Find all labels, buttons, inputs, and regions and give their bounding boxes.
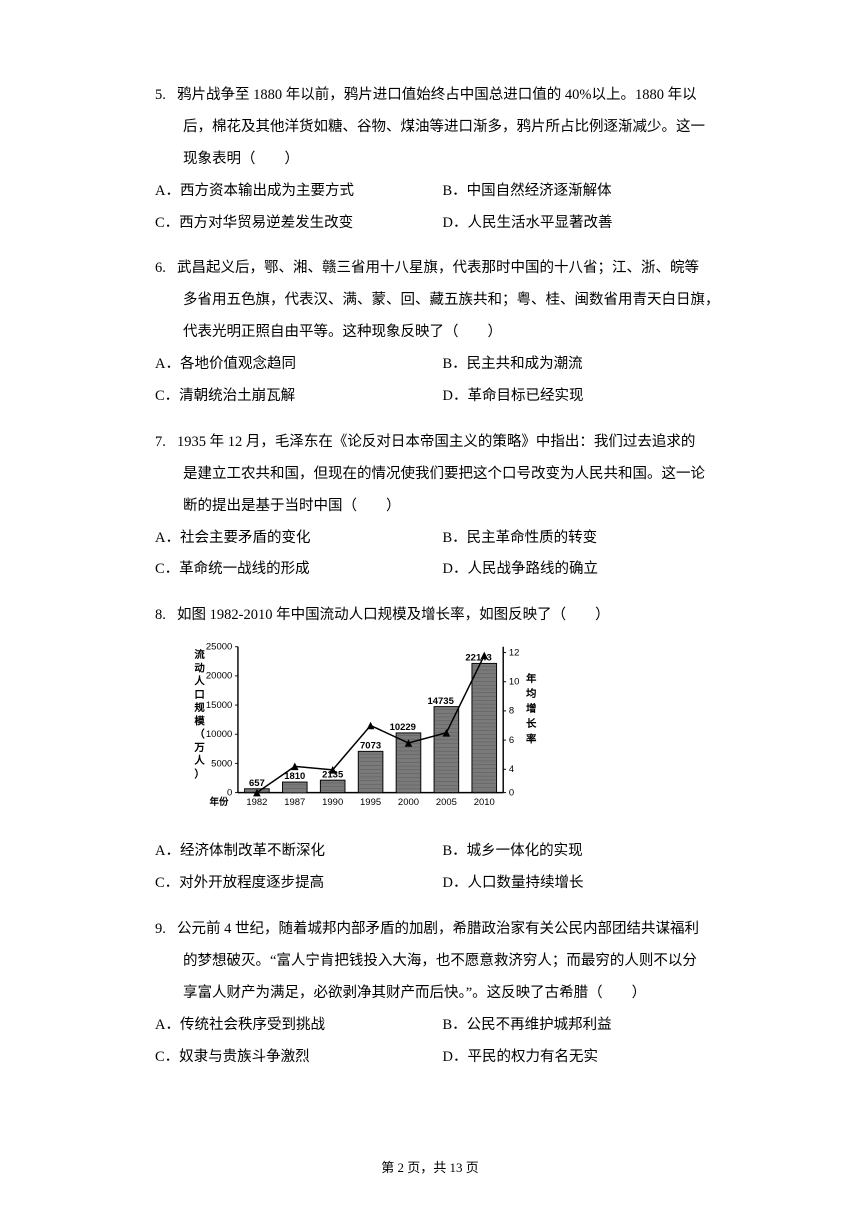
q6-line1: 武昌起义后，鄂、湘、赣三省用十八星旗，代表那时中国的十八省；江、浙、皖等	[177, 260, 699, 276]
svg-text:5000: 5000	[211, 759, 232, 770]
q9-line3: 享富人财产为满足，必欲剥净其财产而后快。”。这反映了古希腊（ ）	[155, 978, 730, 1010]
q9-opt-a: A．传统社会秩序受到挑战	[155, 1010, 443, 1042]
q8-line1: 如图 1982-2010 年中国流动人口规模及增长率，如图反映了（ ）	[177, 607, 610, 623]
svg-text:1810: 1810	[284, 771, 305, 782]
svg-text:动: 动	[194, 662, 205, 675]
q5-line3: 现象表明（ ）	[155, 144, 730, 176]
question-8: 8.如图 1982-2010 年中国流动人口规模及增长率，如图反映了（ ） 0 5…	[155, 600, 730, 900]
q7-line3: 断的提出是基于当时中国（ ）	[155, 491, 730, 523]
q8-opt-d: D．人口数量持续增长	[443, 868, 731, 900]
svg-text:长: 长	[526, 717, 537, 730]
q5-line1: 鸦片战争至 1880 年以前，鸦片进口值始终占中国总进口值的 40%以上。188…	[177, 87, 697, 103]
svg-text:年份: 年份	[210, 796, 229, 808]
q5-opt-c: C．西方对华贸易逆差发生改变	[155, 208, 443, 240]
svg-text:6: 6	[509, 735, 514, 746]
q7-line1: 1935 年 12 月，毛泽东在《论反对日本帝国主义的策略》中指出：我们过去追求…	[177, 434, 695, 450]
q5-opt-a: A．西方资本输出成为主要方式	[155, 176, 443, 208]
svg-text:12: 12	[509, 648, 520, 659]
q7-options: A．社会主要矛盾的变化 B．民主革命性质的转变 C．革命统一战线的形成 D．人民…	[155, 523, 730, 587]
question-5: 5.鸦片战争至 1880 年以前，鸦片进口值始终占中国总进口值的 40%以上。1…	[155, 80, 730, 239]
q9-line1: 公元前 4 世纪，随着城邦内部矛盾的加剧，希腊政治家有关公民内部团结共谋福利	[177, 921, 699, 937]
q9-opt-c: C．奴隶与贵族斗争激烈	[155, 1042, 443, 1074]
question-7: 7.1935 年 12 月，毛泽东在《论反对日本帝国主义的策略》中指出：我们过去…	[155, 427, 730, 586]
svg-text:1982: 1982	[246, 797, 267, 808]
q5-options: A．西方资本输出成为主要方式 B．中国自然经济逐渐解体 C．西方对华贸易逆差发生…	[155, 176, 730, 240]
svg-text:4: 4	[509, 764, 514, 775]
q9-line2: 的梦想破灭。“富人宁肯把钱投入大海，也不愿意救济穷人；而最穷的人则不以分	[155, 946, 730, 978]
svg-text:1995: 1995	[360, 797, 381, 808]
q5-opt-b: B．中国自然经济逐渐解体	[443, 176, 731, 208]
q9-number: 9.	[155, 914, 177, 946]
question-6: 6.武昌起义后，鄂、湘、赣三省用十八星旗，代表那时中国的十八省；江、浙、皖等 多…	[155, 253, 730, 412]
svg-text:口: 口	[194, 690, 204, 701]
svg-text:2000: 2000	[398, 797, 419, 808]
svg-text:25000: 25000	[206, 642, 232, 653]
svg-text:模: 模	[194, 715, 205, 728]
q8-chart-wrap: 0 5000 10000 15000 20000 25000 0 4 6 8 10 12 657 1982…	[155, 634, 730, 834]
question-9: 9.公元前 4 世纪，随着城邦内部矛盾的加剧，希腊政治家有关公民内部团结共谋福利…	[155, 914, 730, 1073]
q9-options: A．传统社会秩序受到挑战 B．公民不再维护城邦利益 C．奴隶与贵族斗争激烈 D．…	[155, 1010, 730, 1074]
q5-opt-d: D．人民生活水平显著改善	[443, 208, 731, 240]
svg-text:10000: 10000	[206, 729, 232, 740]
q6-stem: 6.武昌起义后，鄂、湘、赣三省用十八星旗，代表那时中国的十八省；江、浙、皖等	[155, 253, 730, 285]
q9-stem: 9.公元前 4 世纪，随着城邦内部矛盾的加剧，希腊政治家有关公民内部团结共谋福利	[155, 914, 730, 946]
svg-text:8: 8	[509, 706, 514, 717]
q6-opt-d: D．革命目标已经实现	[443, 381, 731, 413]
q8-opt-c: C．对外开放程度逐步提高	[155, 868, 443, 900]
q7-opt-b: B．民主革命性质的转变	[443, 523, 731, 555]
svg-text:0: 0	[227, 788, 232, 799]
q6-number: 6.	[155, 253, 177, 285]
q8-chart: 0 5000 10000 15000 20000 25000 0 4 6 8 10 12 657 1982…	[183, 634, 543, 829]
q6-line3: 代表光明正照自由平等。这种现象反映了（ ）	[155, 317, 730, 349]
svg-text:10: 10	[509, 677, 520, 688]
svg-text:10229: 10229	[390, 722, 416, 733]
svg-text:率: 率	[526, 733, 537, 746]
q9-opt-d: D．平民的权力有名无实	[443, 1042, 731, 1074]
q8-number: 8.	[155, 600, 177, 632]
svg-text:人: 人	[194, 754, 205, 767]
svg-text:7073: 7073	[360, 741, 381, 752]
q7-opt-a: A．社会主要矛盾的变化	[155, 523, 443, 555]
svg-text:1987: 1987	[284, 797, 305, 808]
svg-text:年: 年	[526, 672, 537, 685]
q6-opt-a: A．各地价值观念趋同	[155, 349, 443, 381]
q5-stem: 5.鸦片战争至 1880 年以前，鸦片进口值始终占中国总进口值的 40%以上。1…	[155, 80, 730, 112]
svg-text:（: （	[194, 728, 205, 741]
q6-opt-c: C．清朝统治土崩瓦解	[155, 381, 443, 413]
q8-stem: 8.如图 1982-2010 年中国流动人口规模及增长率，如图反映了（ ）	[155, 600, 730, 632]
q6-opt-b: B．民主共和成为潮流	[443, 349, 731, 381]
svg-text:15000: 15000	[206, 700, 232, 711]
svg-text:规: 规	[194, 701, 205, 714]
svg-text:14735: 14735	[428, 696, 454, 707]
svg-text:2005: 2005	[436, 797, 457, 808]
svg-text:657: 657	[249, 778, 265, 789]
q9-opt-b: B．公民不再维护城邦利益	[443, 1010, 731, 1042]
svg-text:0: 0	[509, 788, 514, 799]
q7-number: 7.	[155, 427, 177, 459]
q8-options: A．经济体制改革不断深化 B．城乡一体化的实现 C．对外开放程度逐步提高 D．人…	[155, 836, 730, 900]
q7-stem: 7.1935 年 12 月，毛泽东在《论反对日本帝国主义的策略》中指出：我们过去…	[155, 427, 730, 459]
q6-line2: 多省用五色旗，代表汉、满、蒙、回、藏五族共和；粤、桂、闽数省用青天白日旗，	[155, 285, 730, 317]
svg-text:均: 均	[526, 687, 536, 700]
svg-text:2010: 2010	[474, 797, 495, 808]
svg-text:流: 流	[194, 648, 205, 661]
svg-text:增: 增	[526, 702, 536, 715]
q7-opt-d: D．人民战争路线的确立	[443, 554, 731, 586]
q8-opt-a: A．经济体制改革不断深化	[155, 836, 443, 868]
q5-number: 5.	[155, 80, 177, 112]
svg-text:20000: 20000	[206, 671, 232, 682]
svg-text:人: 人	[194, 675, 205, 688]
q5-line2: 后，棉花及其他洋货如糖、谷物、煤油等进口渐多，鸦片所占比例逐渐减少。这一	[155, 112, 730, 144]
q7-line2: 是建立工农共和国，但现在的情况使我们要把这个口号改变为人民共和国。这一论	[155, 459, 730, 491]
page-footer: 第 2 页，共 13 页	[0, 1157, 860, 1176]
q6-options: A．各地价值观念趋同 B．民主共和成为潮流 C．清朝统治土崩瓦解 D．革命目标已…	[155, 349, 730, 413]
svg-text:万: 万	[193, 742, 204, 754]
svg-text:）: ）	[194, 768, 204, 781]
svg-text:1990: 1990	[322, 797, 343, 808]
q7-opt-c: C．革命统一战线的形成	[155, 554, 443, 586]
q8-opt-b: B．城乡一体化的实现	[443, 836, 731, 868]
svg-text:22143: 22143	[465, 653, 491, 664]
